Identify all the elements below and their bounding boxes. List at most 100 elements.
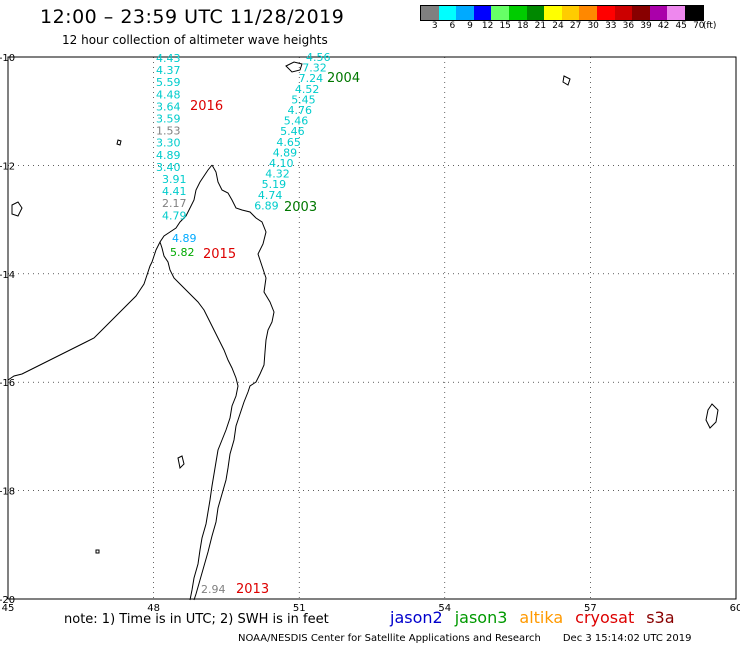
colorbar-swatch xyxy=(508,6,527,20)
swh-value: 3.91 xyxy=(162,173,187,186)
coastline xyxy=(7,61,719,601)
lon-tick-label: 54 xyxy=(438,603,451,614)
units-note: note: 1) Time is in UTC; 2) SWH is in fe… xyxy=(64,612,329,627)
swh-value: 5.46 xyxy=(280,125,305,138)
agalega-island xyxy=(562,75,571,86)
colorbar-label: 12 xyxy=(481,21,494,31)
colorbar-label: 70 xyxy=(693,21,705,31)
track-year-label: 2013 xyxy=(236,582,269,597)
swh-value: 2.94 xyxy=(201,583,226,596)
bassas-island xyxy=(177,455,185,470)
map-title: 12:00 – 23:59 UTC 11/28/2019 xyxy=(40,6,345,28)
colorbar-label: 9 xyxy=(467,21,473,31)
mission-legend-item: jason3 xyxy=(454,608,508,627)
track-year-label: 2015 xyxy=(203,247,236,262)
colorbar-label: 18 xyxy=(517,21,529,31)
mission-legend-item: jason2 xyxy=(390,608,443,627)
colorbar-label: 45 xyxy=(675,21,687,31)
colorbar-label: 39 xyxy=(640,21,652,31)
swh-value: 5.19 xyxy=(262,178,287,191)
colorbar-label: 15 xyxy=(499,21,511,31)
swh-value: 7.32 xyxy=(302,62,327,75)
colorbar-swatch xyxy=(684,6,703,20)
colorbar-label: 33 xyxy=(605,21,617,31)
colorbar-swatch xyxy=(526,6,545,20)
swh-value: 5.59 xyxy=(156,76,181,89)
lon-tick-label: 45 xyxy=(2,603,15,614)
colorbar-swatch xyxy=(579,6,597,20)
swh-value: 4.56 xyxy=(306,51,331,64)
colorbar-swatch xyxy=(456,6,474,20)
swh-value: 4.89 xyxy=(172,232,197,245)
comoros-island-1 xyxy=(11,201,23,217)
mission-legend-item: s3a xyxy=(646,608,675,627)
lat-tick-label: -20 xyxy=(0,595,15,606)
lon-tick-label: 48 xyxy=(147,603,160,614)
mayotte-island xyxy=(116,139,122,146)
swh-value: 3.59 xyxy=(156,113,181,126)
swh-value: 3.40 xyxy=(156,161,181,174)
track-year-label: 2004 xyxy=(327,71,360,86)
colorbar-swatch xyxy=(596,6,615,20)
swh-value: 4.74 xyxy=(258,189,283,202)
altimeter-tracks: 4.434.375.594.483.643.591.533.304.893.40… xyxy=(156,51,360,597)
track-year-label: 2003 xyxy=(284,200,317,215)
swh-value: 4.76 xyxy=(288,104,313,117)
colorbar-label: 24 xyxy=(552,21,564,31)
colorbar-label: 42 xyxy=(657,21,670,31)
swh-value: 2.17 xyxy=(162,197,187,210)
swh-value: 4.65 xyxy=(276,136,301,149)
colorbar-label: 6 xyxy=(449,21,456,31)
colorbar-swatch xyxy=(421,6,439,20)
swh-value: 4.89 xyxy=(273,146,298,159)
swh-value: 5.46 xyxy=(284,115,309,128)
colorbar-label: 30 xyxy=(587,21,599,31)
colorbar-swatch xyxy=(632,6,650,20)
colorbar-swatch xyxy=(473,6,492,20)
swh-value: 4.48 xyxy=(156,88,181,101)
swh-value: 4.79 xyxy=(162,209,187,222)
mauritius-island xyxy=(705,403,719,429)
swh-value: 6.89 xyxy=(254,199,279,212)
colorbar-swatch xyxy=(667,6,685,20)
wave-height-colorbar xyxy=(420,5,704,21)
swh-value: 4.43 xyxy=(156,52,181,65)
madagascar-coastline xyxy=(159,164,275,601)
lon-tick-label: 57 xyxy=(584,603,597,614)
swh-value: 4.37 xyxy=(156,64,181,77)
credit-line: NOAA/NESDIS Center for Satellite Applica… xyxy=(238,633,691,644)
mission-legend-item: cryosat xyxy=(575,608,635,627)
colorbar-label: 21 xyxy=(534,21,547,31)
swh-value: 4.41 xyxy=(162,185,187,198)
swh-value: 5.82 xyxy=(170,246,195,259)
europa-island xyxy=(95,549,100,554)
swh-value: 4.89 xyxy=(156,149,181,162)
colorbar-label: 27 xyxy=(569,21,582,31)
credit-text: NOAA/NESDIS Center for Satellite Applica… xyxy=(238,633,541,644)
colorbar-swatch xyxy=(614,6,633,20)
colorbar-swatch xyxy=(649,6,668,20)
africa-coastline xyxy=(7,241,161,381)
swh-value: 7.24 xyxy=(299,72,324,85)
credit-timestamp: Dec 3 15:14:02 UTC 2019 xyxy=(562,633,692,644)
colorbar-swatch xyxy=(438,6,457,20)
map-frame xyxy=(7,56,737,600)
lon-tick-label: 51 xyxy=(293,603,306,614)
swh-value: 1.53 xyxy=(156,125,181,138)
swh-value: 3.64 xyxy=(156,100,181,113)
swh-value: 4.10 xyxy=(269,157,294,170)
aldabra-island xyxy=(285,61,303,73)
colorbar-unit: (ft) xyxy=(702,21,717,31)
colorbar-label: 36 xyxy=(622,21,635,31)
colorbar-swatch xyxy=(491,6,509,20)
mission-legend-item: altika xyxy=(519,608,564,627)
mission-legend: jason2 jason3 altika cryosat s3a xyxy=(390,608,687,627)
map-subtitle: 12 hour collection of altimeter wave hei… xyxy=(62,33,328,47)
swh-value: 3.30 xyxy=(156,137,181,150)
lon-tick-label: 60 xyxy=(730,603,740,614)
colorbar-label: 3 xyxy=(431,21,438,31)
colorbar-swatch xyxy=(544,6,562,20)
track-year-label: 2016 xyxy=(190,99,223,114)
colorbar-swatch xyxy=(561,6,580,20)
